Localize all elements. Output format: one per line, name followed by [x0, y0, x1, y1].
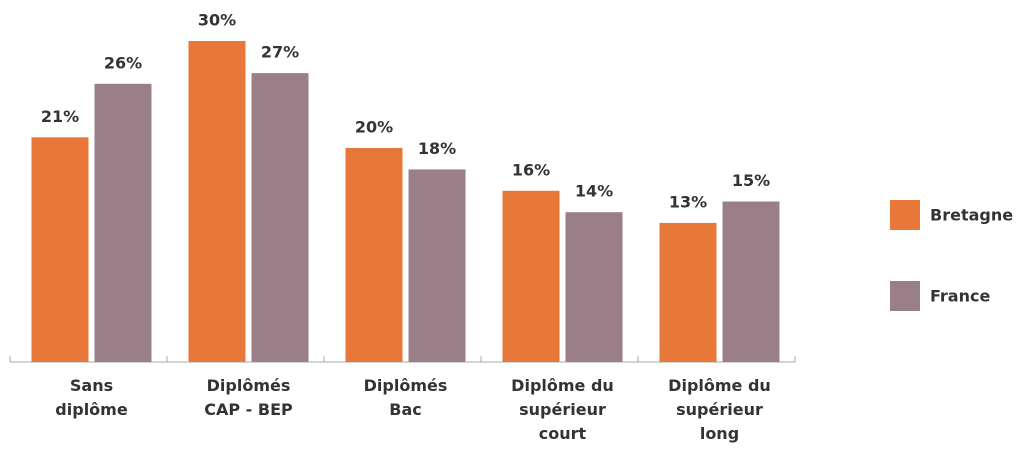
- bar: [408, 169, 466, 362]
- bar: [31, 137, 89, 362]
- bar: [659, 222, 717, 362]
- value-label: 27%: [261, 43, 299, 62]
- x-tick-label: Diplôme du supérieur court: [511, 376, 614, 443]
- value-label: 26%: [104, 53, 142, 72]
- value-label: 30%: [198, 11, 236, 30]
- legend-swatch: [890, 200, 920, 230]
- x-tick-label: Diplômés CAP - BEP: [204, 376, 293, 419]
- bar: [94, 83, 152, 363]
- bar: [251, 73, 309, 362]
- bar: [565, 212, 623, 362]
- x-tick-label: Sans diplôme: [55, 376, 128, 419]
- value-label: 21%: [41, 107, 79, 126]
- bar: [345, 148, 403, 362]
- legend-swatch: [890, 281, 920, 311]
- legend-label: Bretagne: [930, 206, 1013, 225]
- bar: [188, 41, 246, 362]
- x-tick-label: Diplôme du supérieur long: [668, 376, 771, 443]
- x-tick-label: Diplômés Bac: [363, 376, 448, 419]
- value-label: 16%: [512, 160, 550, 179]
- legend-label: France: [930, 287, 990, 306]
- value-label: 20%: [355, 118, 393, 137]
- bar: [502, 190, 560, 362]
- bar: [722, 201, 780, 362]
- value-label: 13%: [669, 192, 707, 211]
- value-label: 14%: [575, 182, 613, 201]
- value-label: 15%: [732, 171, 770, 190]
- value-label: 18%: [418, 139, 456, 158]
